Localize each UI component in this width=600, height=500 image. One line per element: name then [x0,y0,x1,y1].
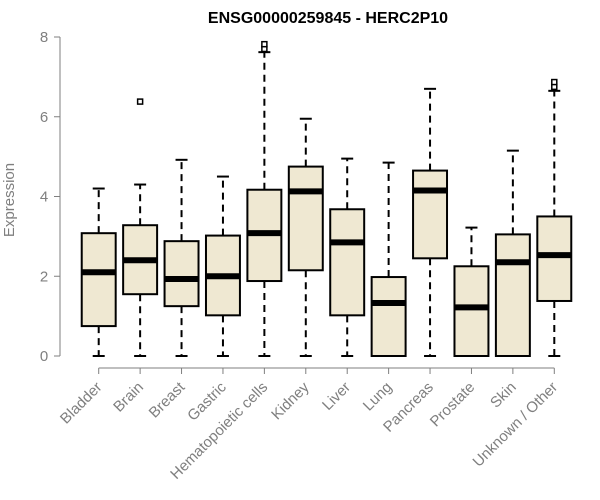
box-body [163,240,200,308]
outlier-point [136,98,144,105]
box-unknown-other [536,78,573,357]
x-tick-label: Skin [487,379,520,412]
chart-title: ENSG00000259845 - HERC2P10 [208,10,448,27]
box-body [412,169,449,260]
outlier-point [551,78,558,86]
box-liver [329,157,366,357]
x-tick-label: Lung [360,379,396,415]
box-lung [370,161,407,357]
box-body [80,232,117,328]
x-tick-label: Liver [319,379,354,414]
box-brain [122,98,159,357]
y-tick-label: 8 [40,29,48,46]
box-body [453,265,490,357]
box-breast [163,158,200,357]
box-body [329,208,366,317]
box-body [494,233,531,358]
x-tick-label: Prostate [427,379,479,431]
y-tick-label: 4 [40,189,48,206]
y-tick-label: 2 [40,268,48,285]
x-tick-label: Kidney [268,378,313,423]
box-pancreas [412,87,449,357]
x-tick-label: Breast [146,378,189,421]
y-tick-label: 6 [40,109,48,126]
box-hematopoietic-cells [246,40,283,357]
y-axis: 0 2 4 6 8 [40,29,61,365]
outlier-point [261,40,268,48]
x-tick-label: Bladder [57,379,106,428]
box-body [536,215,573,302]
y-tick-label: 0 [40,348,48,365]
y-axis-label: Expression [1,163,18,237]
box-body [287,165,324,272]
box-series [80,40,573,358]
x-tick-label: Brain [110,379,147,416]
box-body [370,276,407,357]
box-prostate [453,226,490,357]
box-bladder [80,187,117,357]
box-gastric [204,175,241,357]
box-skin [494,149,531,358]
box-kidney [287,117,324,357]
